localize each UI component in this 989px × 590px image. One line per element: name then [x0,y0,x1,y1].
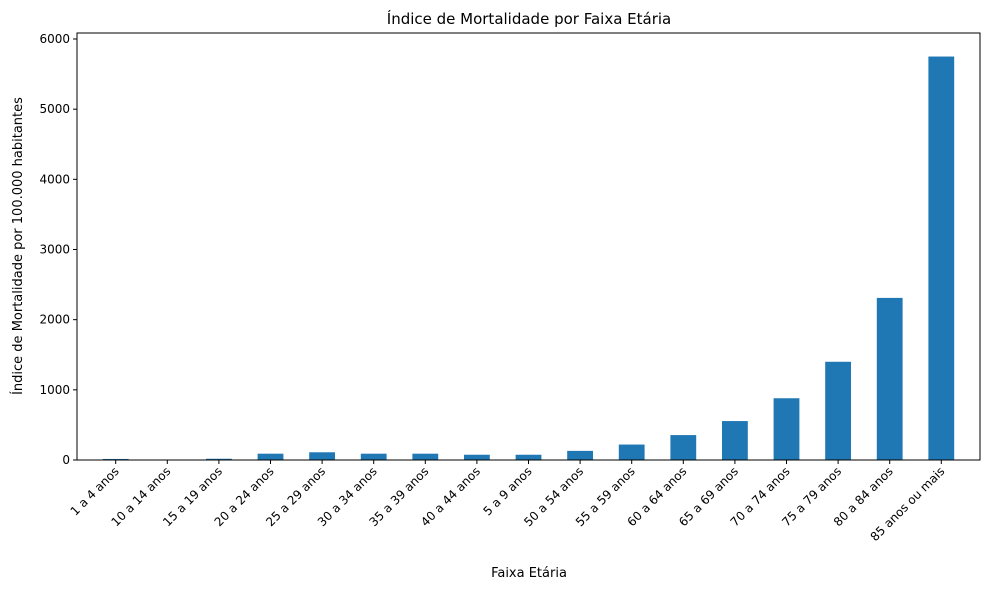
bar [309,452,335,460]
bar [102,458,129,460]
bar [257,453,284,460]
y-axis: 0 1000 2000 3000 4000 5000 6000 [39,32,77,467]
bar [515,454,542,460]
bar [464,454,490,460]
bar [360,453,387,460]
bar [928,56,955,460]
bar [876,297,903,460]
bar [618,444,645,460]
plot-frame [76,32,981,461]
x-axis-label: Faixa Etária [491,566,567,581]
bar [206,458,232,460]
bars-group [102,56,955,460]
y-tick-label: 3000 [39,243,70,257]
y-tick-label: 1000 [39,383,70,397]
y-axis-label: Índice de Mortalidade por 100.000 habita… [10,97,26,395]
chart-title: Índice de Mortalidade por Faixa Etária [387,9,671,28]
bar [773,398,800,460]
y-tick-label: 2000 [39,313,70,327]
y-tick-label: 5000 [39,102,70,116]
bar [567,450,593,460]
bar [722,421,748,460]
y-tick-label: 4000 [39,172,70,186]
y-tick-label: 0 [62,453,70,467]
y-tick-label: 6000 [39,32,70,46]
bar [670,435,697,460]
bar [412,453,439,460]
x-tick-label: 5 a 9 anos [480,464,534,518]
bar [825,361,851,460]
x-tick-label: 1 a 4 anos [68,464,122,518]
